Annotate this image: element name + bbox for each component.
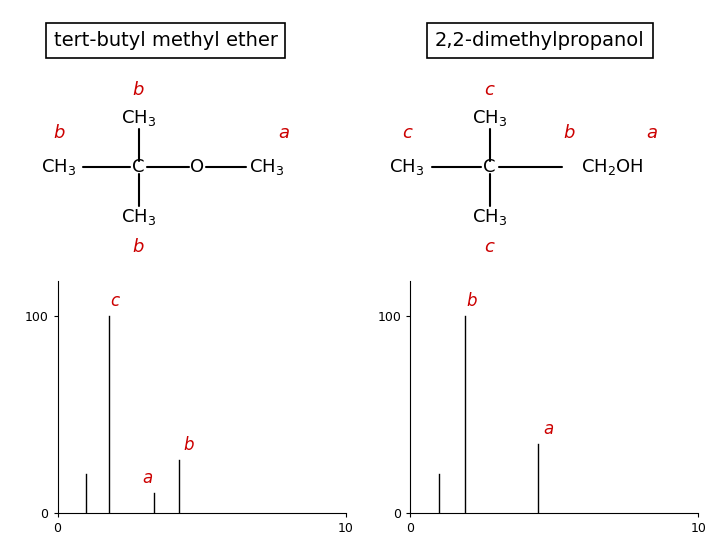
Text: b: b xyxy=(563,124,575,143)
Text: 2,2-dimethylpropanol: 2,2-dimethylpropanol xyxy=(435,31,645,50)
Text: CH$_2$OH: CH$_2$OH xyxy=(580,157,644,178)
Text: c: c xyxy=(485,82,495,99)
Text: b: b xyxy=(184,436,194,454)
Text: a: a xyxy=(543,420,553,438)
Text: b: b xyxy=(133,238,144,256)
Text: a: a xyxy=(646,124,657,143)
Text: C: C xyxy=(483,158,496,177)
Text: a: a xyxy=(278,124,289,143)
Text: CH$_3$: CH$_3$ xyxy=(121,207,156,227)
Text: c: c xyxy=(402,124,412,143)
Text: CH$_3$: CH$_3$ xyxy=(472,107,507,127)
Text: CH$_3$: CH$_3$ xyxy=(42,157,76,178)
Text: b: b xyxy=(133,82,144,99)
Text: O: O xyxy=(190,158,204,177)
Text: c: c xyxy=(111,292,120,310)
Text: CH$_3$: CH$_3$ xyxy=(390,157,424,178)
Text: CH$_3$: CH$_3$ xyxy=(472,207,507,227)
Text: CH$_3$: CH$_3$ xyxy=(121,107,156,127)
Text: b: b xyxy=(53,124,65,143)
Text: c: c xyxy=(485,238,495,256)
Text: CH$_3$: CH$_3$ xyxy=(249,157,284,178)
Text: b: b xyxy=(466,292,477,310)
Text: C: C xyxy=(132,158,145,177)
Text: a: a xyxy=(142,469,153,488)
Text: tert-butyl methyl ether: tert-butyl methyl ether xyxy=(53,31,278,50)
